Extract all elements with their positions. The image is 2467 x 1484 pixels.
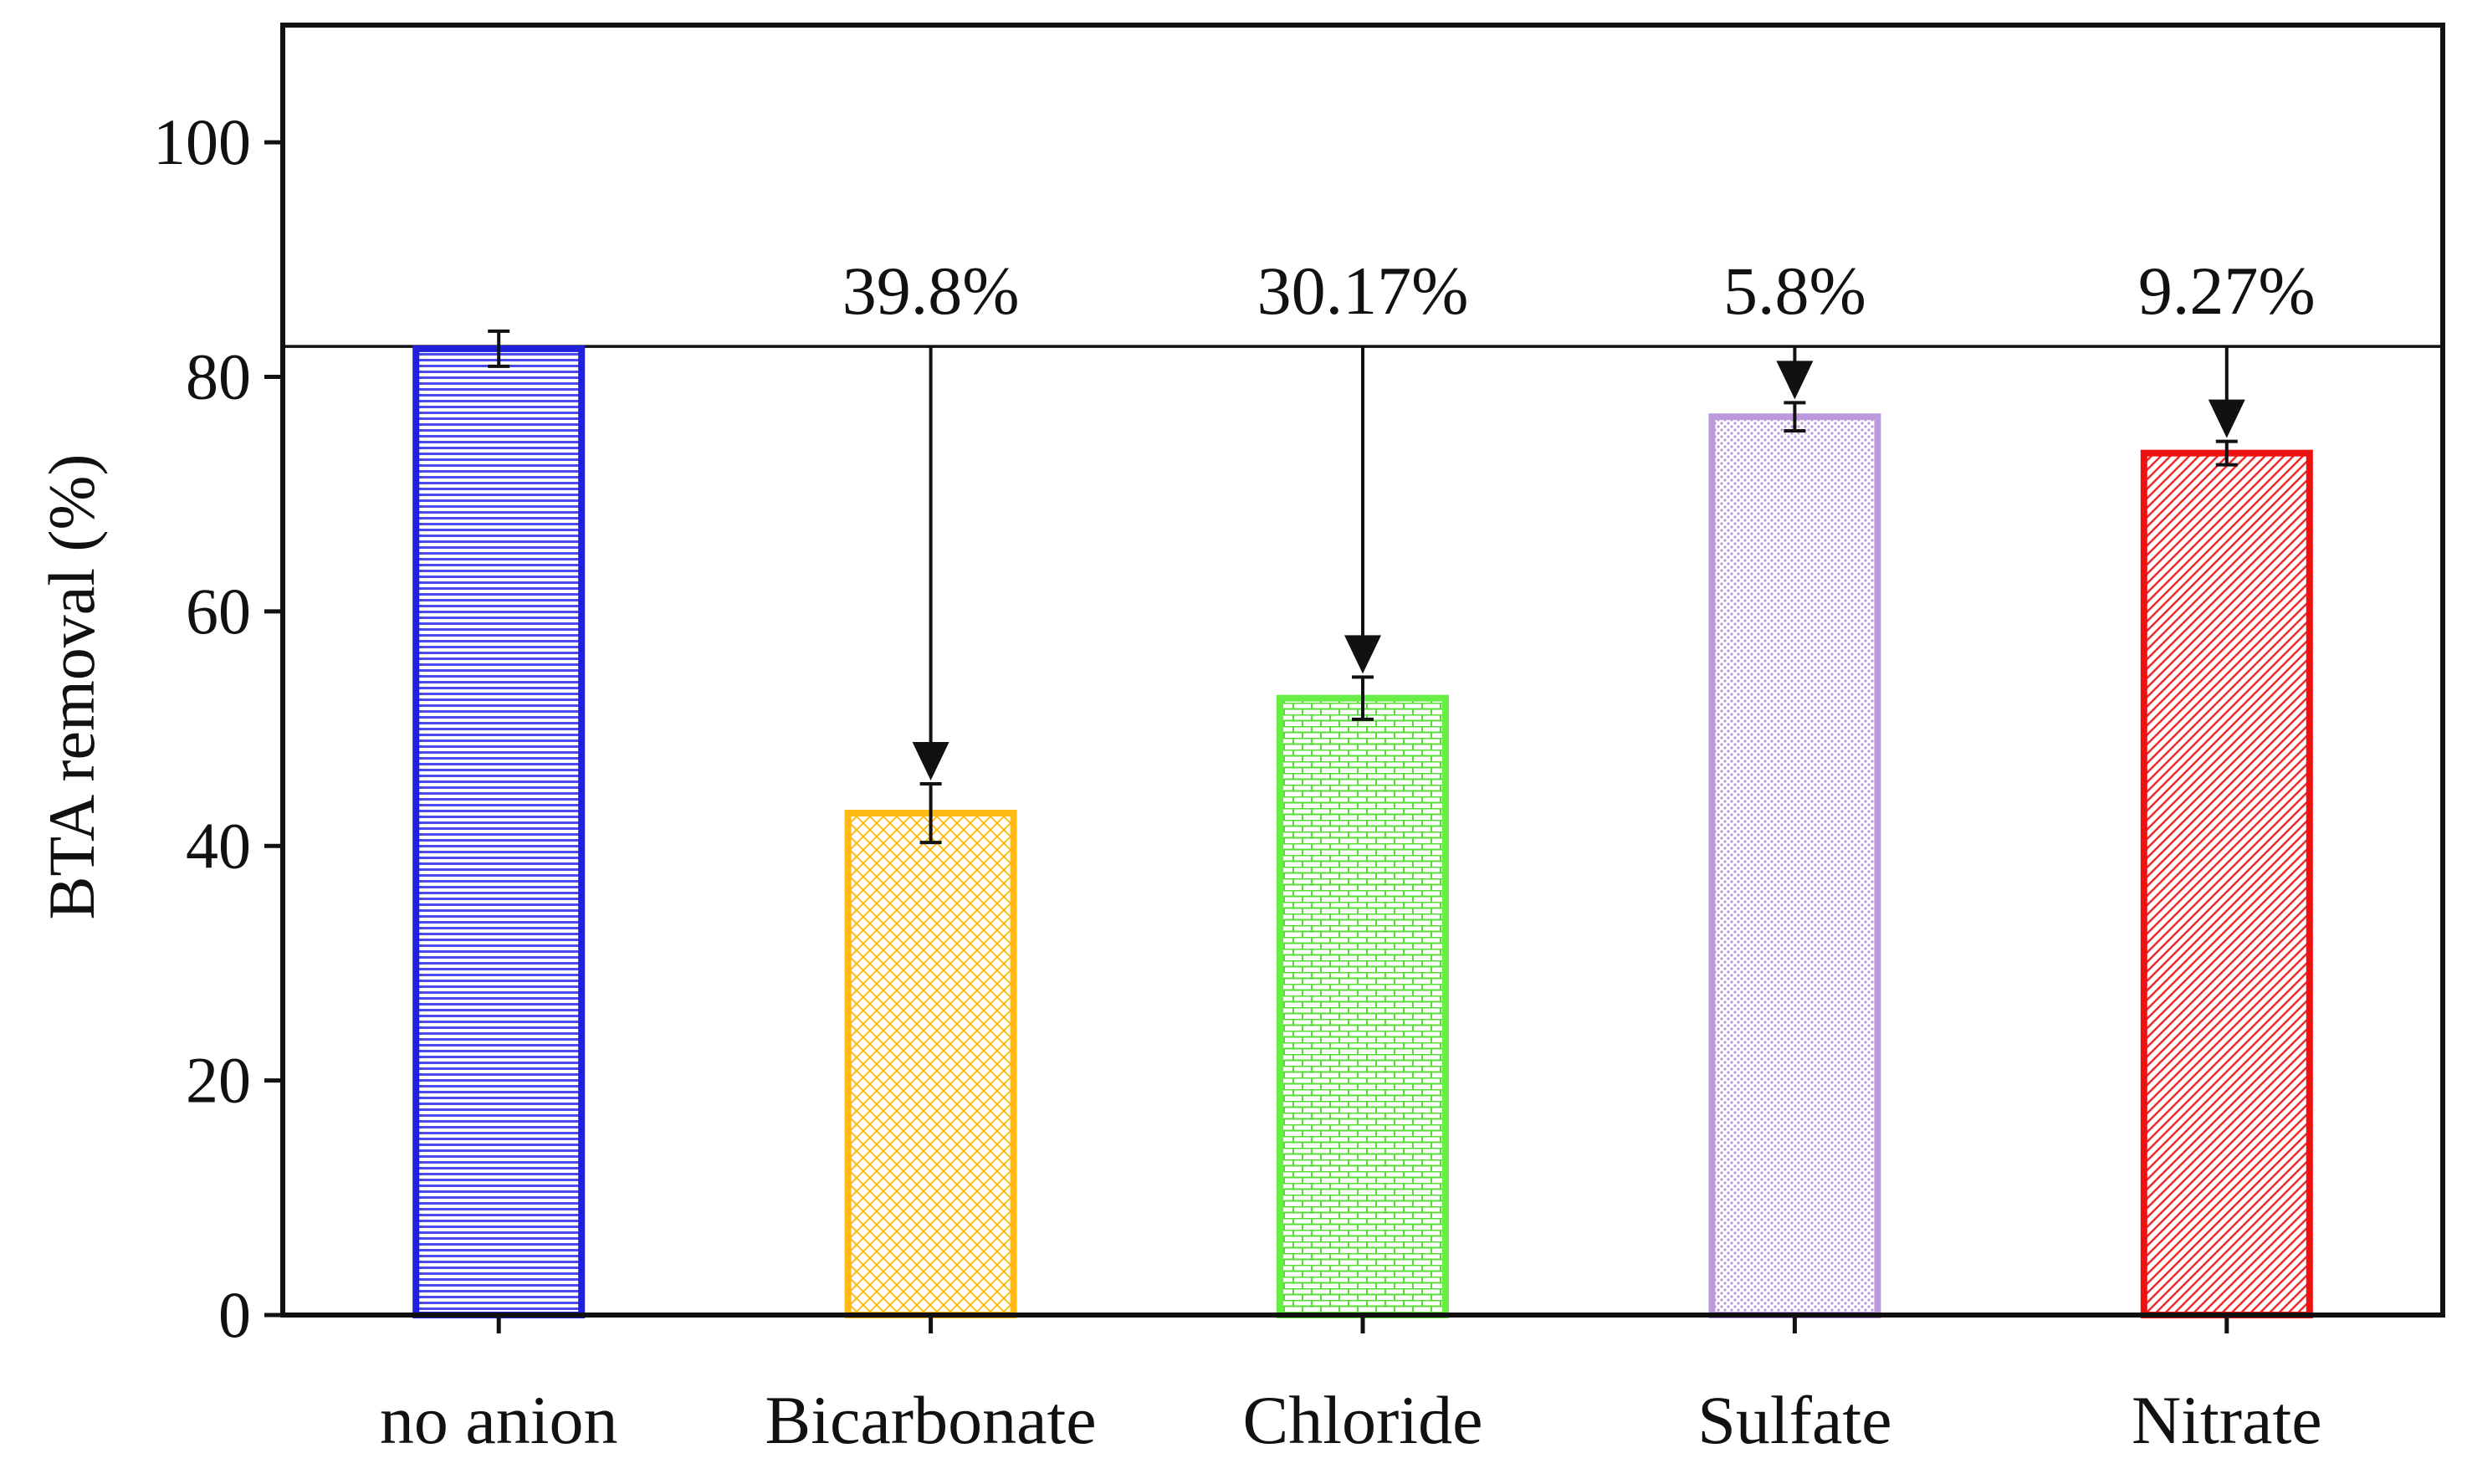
bar-nitrate <box>2140 449 2313 1318</box>
annotation-text-chloride: 30.17% <box>1257 253 1469 329</box>
annotation-arrow-head-sulfate <box>1776 361 1814 400</box>
bar-bicarbonate <box>844 810 1017 1318</box>
x-tick-label-bicarbonate: Bicarbonate <box>765 1382 1097 1458</box>
annotations-group: 39.8% 30.17% 5.8% 9.27% <box>842 253 2316 780</box>
y-tick-label-0: 0 <box>218 1278 251 1351</box>
x-tick-label-nitrate: Nitrate <box>2132 1382 2322 1458</box>
x-tick-label-no-anion: no anion <box>380 1382 618 1458</box>
annotation-arrow-head-chloride <box>1344 635 1381 674</box>
annotation-arrow-head-nitrate <box>2208 399 2245 438</box>
annotation-arrow-head-bicarbonate <box>912 741 949 780</box>
x-tick-label-chloride: Chloride <box>1243 1382 1483 1458</box>
annotation-text-nitrate: 9.27% <box>2138 253 2316 329</box>
x-tick-label-sulfate: Sulfate <box>1697 1382 1891 1458</box>
y-tick-label-100: 100 <box>153 105 251 178</box>
error-bars-group <box>488 329 2238 845</box>
y-tick-label-40: 40 <box>186 809 251 882</box>
bar-no-anion <box>412 345 586 1318</box>
y-axis-label: BTA removal (%) <box>35 454 108 920</box>
bar-chloride <box>1277 694 1449 1318</box>
axes-group: 0 20 40 60 80 100 no anion Bicarbonate Chloride S… <box>153 23 2445 1458</box>
annotation-text-sulfate: 5.8% <box>1723 253 1866 329</box>
bar-sulfate <box>1708 413 1881 1318</box>
y-tick-label-20: 20 <box>186 1044 251 1117</box>
annotation-text-bicarbonate: 39.8% <box>842 253 1020 329</box>
y-tick-label-80: 80 <box>186 340 251 413</box>
y-tick-label-60: 60 <box>186 575 251 647</box>
